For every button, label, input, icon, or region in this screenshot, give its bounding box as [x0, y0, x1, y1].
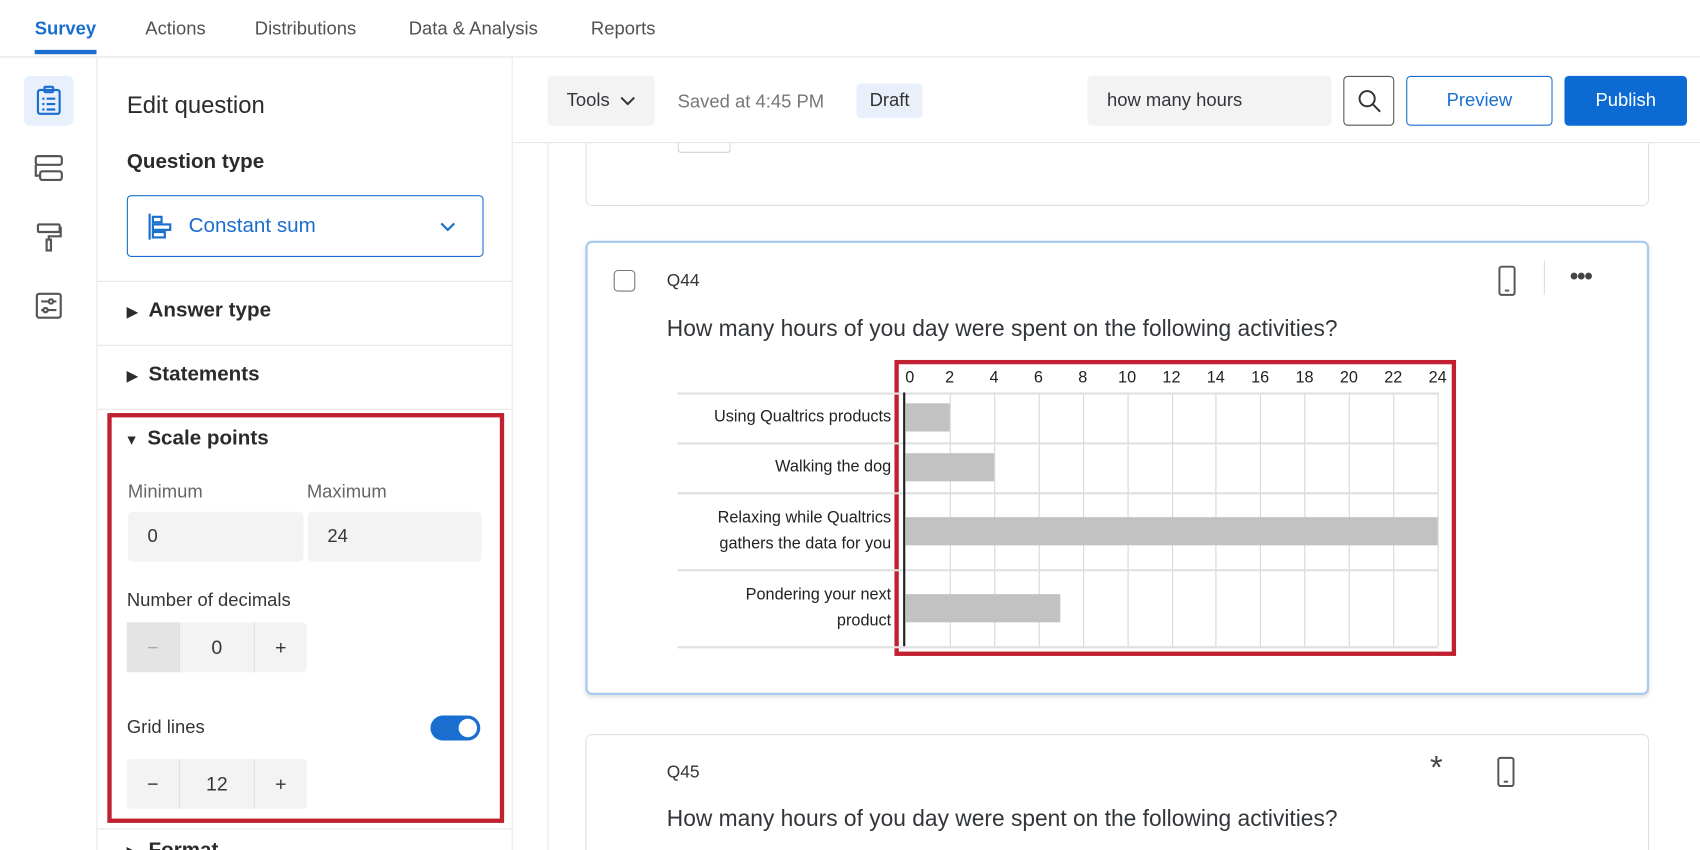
bar-1 — [905, 453, 995, 482]
question-id: Q45 — [666, 763, 700, 782]
section-answer-type[interactable]: ▶ Answer type — [126, 299, 272, 323]
chevron-down-icon — [620, 96, 636, 105]
x-tick-label: 20 — [1339, 368, 1358, 388]
decimals-label: Number of decimals — [126, 589, 291, 611]
maximum-label: Maximum — [306, 481, 387, 502]
x-tick-label: 18 — [1295, 368, 1314, 388]
question-id: Q44 — [666, 272, 700, 291]
decimals-increment-button[interactable]: + — [275, 635, 287, 658]
x-tick-label: 6 — [1033, 368, 1043, 388]
mobile-preview-icon[interactable] — [1496, 265, 1518, 298]
x-tick-label: 22 — [1384, 368, 1403, 388]
look-and-feel-roller-icon[interactable] — [24, 212, 74, 262]
more-options-icon[interactable]: ••• — [1569, 262, 1593, 290]
category-label: Pondering your next product — [746, 582, 892, 634]
category-label: Relaxing while Qualtrics gathers the data… — [718, 505, 892, 557]
x-tick-label: 10 — [1118, 368, 1137, 388]
search-button[interactable] — [1343, 75, 1395, 126]
bar-2 — [905, 516, 1438, 545]
decimals-decrement-button[interactable]: − — [126, 622, 179, 673]
gridlines-toggle[interactable] — [430, 715, 481, 741]
category-label-line: Using Qualtrics products — [714, 407, 892, 427]
category-label-line: Relaxing while Qualtrics — [717, 507, 892, 527]
category-label-line: product — [836, 610, 892, 630]
category-label: Walking the dog — [775, 454, 891, 480]
tab-reports[interactable]: Reports — [590, 18, 656, 40]
search-input[interactable]: how many hours — [1087, 75, 1332, 126]
tools-button[interactable]: Tools — [547, 75, 655, 126]
question-card-q44[interactable]: Q44 ••• How many hours of you day were s… — [585, 240, 1650, 695]
category-label-line: Pondering your next — [745, 584, 892, 604]
bar-3 — [905, 593, 1061, 622]
x-tick-label: 4 — [989, 368, 999, 388]
minimum-input[interactable]: 0 — [127, 511, 304, 562]
section-statements[interactable]: ▶ Statements — [126, 363, 260, 386]
grid-line — [1437, 392, 1439, 647]
row-divider — [677, 569, 1438, 572]
saved-status: Saved at 4:45 PM — [677, 91, 825, 112]
minimum-label: Minimum — [127, 481, 203, 502]
edit-question-panel: Edit question Question type Constant sum… — [97, 57, 513, 850]
survey-toolbar: Tools Saved at 4:45 PM Draft how many ho… — [512, 57, 1700, 144]
x-tick-label: 8 — [1078, 368, 1088, 388]
row-divider — [677, 646, 1438, 649]
bar-0 — [905, 403, 950, 432]
constant-sum-icon — [148, 213, 172, 240]
tab-data-analysis[interactable]: Data & Analysis — [408, 18, 538, 40]
left-rail — [0, 57, 98, 850]
x-tick-label: 12 — [1162, 368, 1181, 388]
x-tick-label: 0 — [905, 368, 915, 388]
category-label: Using Qualtrics products — [714, 404, 891, 430]
search-icon — [1358, 90, 1381, 113]
draft-badge: Draft — [856, 83, 923, 119]
y-axis-line — [903, 392, 906, 647]
mobile-preview-icon[interactable] — [1495, 756, 1517, 789]
x-tick-label: 16 — [1251, 368, 1270, 388]
x-tick-label: 24 — [1428, 368, 1447, 388]
tab-distributions[interactable]: Distributions — [254, 18, 357, 40]
tab-survey[interactable]: Survey — [34, 18, 97, 55]
caret-right-icon: ▶ — [126, 367, 138, 384]
preview-button[interactable]: Preview — [1406, 75, 1553, 126]
gridlines-stepper: − 12 + — [126, 758, 307, 809]
x-tick-label: 14 — [1206, 368, 1225, 388]
question-type-value: Constant sum — [188, 214, 316, 237]
decimals-value[interactable]: 0 — [178, 622, 255, 673]
panel-title: Edit question — [126, 91, 265, 119]
top-navigation: Survey Actions Distributions Data & Anal… — [0, 0, 1700, 58]
caret-down-icon: ▼ — [124, 431, 139, 448]
survey-options-icon[interactable] — [24, 281, 74, 331]
question-type-dropdown[interactable]: Constant sum — [126, 195, 484, 257]
question-text: How many hours of you day were spent on … — [666, 806, 1338, 832]
caret-right-icon: ▶ — [127, 843, 138, 850]
caret-right-icon: ▶ — [126, 303, 138, 320]
question-card-q45[interactable]: Q45 * How many hours of you day were spe… — [585, 733, 1650, 850]
chevron-down-icon — [440, 222, 456, 231]
question-text: How many hours of you day were spent on … — [666, 316, 1338, 342]
survey-clipboard-icon[interactable] — [23, 75, 74, 126]
category-label-line: gathers the data for you — [719, 533, 892, 553]
gridlines-decrement-button[interactable]: − — [147, 772, 159, 795]
select-checkbox[interactable] — [613, 269, 636, 292]
maximum-input[interactable]: 24 — [307, 511, 482, 562]
category-label-line: Walking the dog — [775, 457, 892, 476]
question-type-label: Question type — [126, 150, 265, 174]
row-divider — [677, 442, 1438, 445]
gridlines-value[interactable]: 12 — [178, 758, 255, 809]
gridlines-label: Grid lines — [126, 716, 205, 738]
survey-flow-icon[interactable] — [24, 143, 74, 193]
required-asterisk-icon: * — [1430, 750, 1443, 787]
highlight-box-scale-points — [107, 413, 505, 823]
x-tick-label: 2 — [945, 368, 955, 388]
decimals-stepper: − 0 + — [126, 622, 307, 673]
highlight-box-chart — [894, 359, 1457, 656]
publish-button[interactable]: Publish — [1564, 75, 1687, 126]
section-scale-points[interactable]: ▼ Scale points — [124, 427, 269, 450]
gridlines-increment-button[interactable]: + — [275, 772, 287, 795]
section-format[interactable]: ▶Format — [127, 839, 219, 850]
row-divider — [677, 492, 1438, 495]
row-divider — [677, 392, 1438, 395]
tab-actions[interactable]: Actions — [145, 18, 206, 40]
